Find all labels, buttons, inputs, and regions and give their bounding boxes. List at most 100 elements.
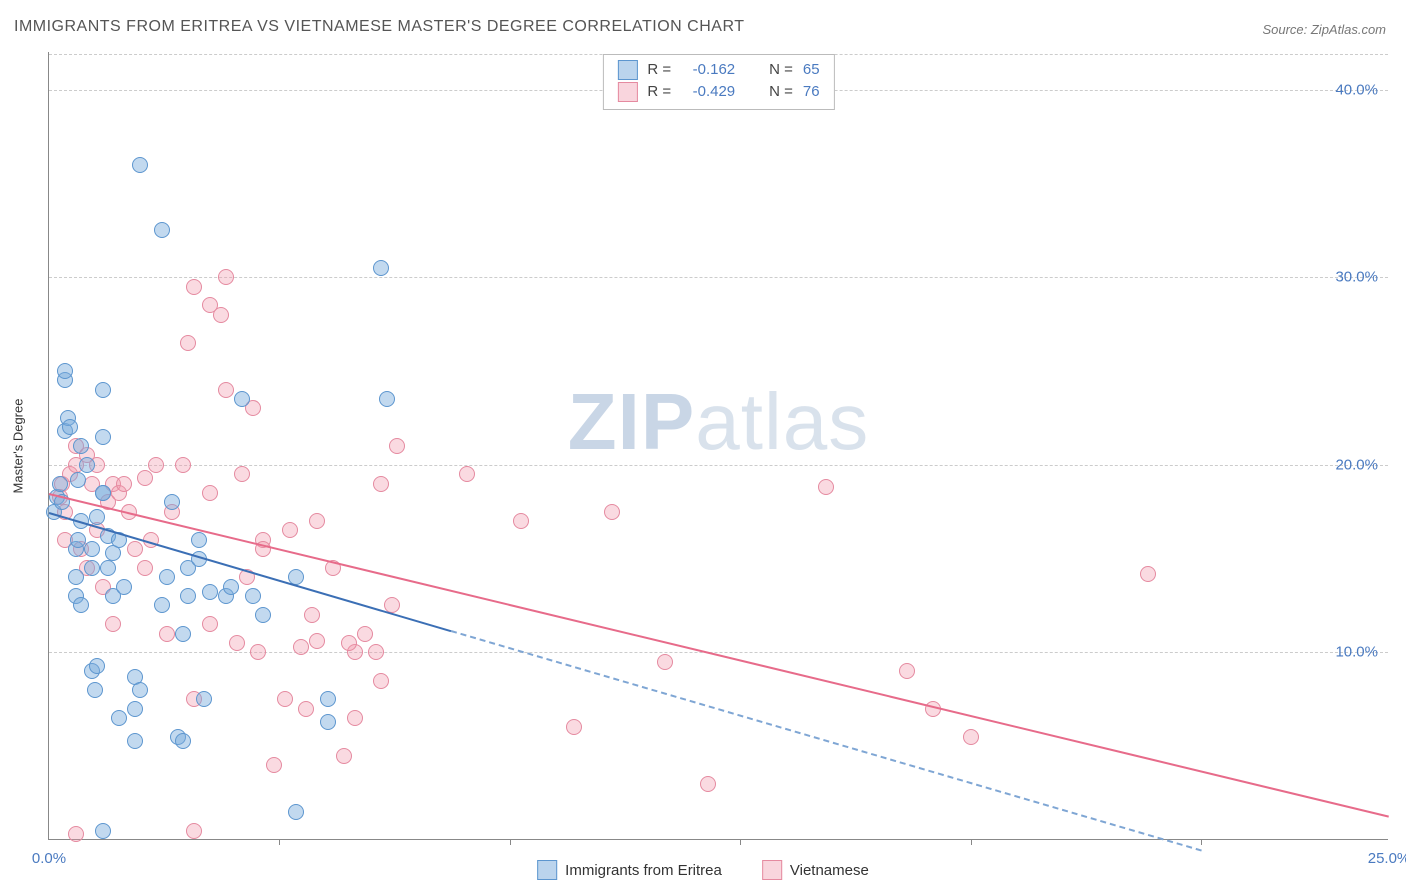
point-vietnamese [373,476,389,492]
gridline [49,465,1388,466]
point-eritrea [127,733,143,749]
r-value: -0.429 [681,81,735,103]
legend-row: R = -0.162 N = 65 [617,59,819,81]
point-eritrea [320,714,336,730]
y-tick-label: 20.0% [1335,456,1378,473]
point-eritrea [87,682,103,698]
point-eritrea [89,509,105,525]
y-axis-label: Master's Degree [11,399,26,494]
point-eritrea [245,588,261,604]
point-eritrea [180,588,196,604]
point-vietnamese [604,504,620,520]
legend-swatch [762,860,782,880]
point-vietnamese [137,560,153,576]
point-vietnamese [293,639,309,655]
point-vietnamese [218,382,234,398]
point-eritrea [62,419,78,435]
point-vietnamese [899,663,915,679]
n-label: N = [769,59,793,81]
point-vietnamese [513,513,529,529]
y-tick-label: 30.0% [1335,269,1378,286]
point-vietnamese [818,479,834,495]
point-eritrea [223,579,239,595]
gridline [49,277,1388,278]
point-eritrea [100,560,116,576]
point-eritrea [95,382,111,398]
point-vietnamese [657,654,673,670]
point-eritrea [89,658,105,674]
point-eritrea [288,804,304,820]
point-eritrea [73,438,89,454]
chart-title: IMMIGRANTS FROM ERITREA VS VIETNAMESE MA… [14,18,745,36]
x-tick-mark [510,839,511,845]
point-eritrea [84,541,100,557]
point-vietnamese [341,635,357,651]
point-vietnamese [180,335,196,351]
point-eritrea [159,569,175,585]
plot-area: ZIPatlas R =-0.162N =65R =-0.429N =76 10… [48,52,1388,840]
point-vietnamese [336,748,352,764]
point-vietnamese [105,616,121,632]
point-eritrea [234,391,250,407]
point-eritrea [164,494,180,510]
source-credit: Source: ZipAtlas.com [1262,22,1386,37]
legend-swatch [617,82,637,102]
point-vietnamese [1140,566,1156,582]
x-tick-mark [1201,839,1202,845]
point-eritrea [52,476,68,492]
point-eritrea [95,485,111,501]
point-eritrea [68,569,84,585]
point-eritrea [191,532,207,548]
point-vietnamese [116,476,132,492]
point-vietnamese [250,644,266,660]
point-vietnamese [218,269,234,285]
point-eritrea [116,579,132,595]
point-vietnamese [373,673,389,689]
correlation-legend: R = -0.162 N = 65R = -0.429 N = 76 [602,54,834,110]
x-tick-label: 25.0% [1368,850,1406,867]
legend-item: Immigrants from Eritrea [537,860,722,880]
r-label: R = [647,81,671,103]
point-vietnamese [229,635,245,651]
point-eritrea [379,391,395,407]
point-vietnamese [304,607,320,623]
point-vietnamese [309,513,325,529]
legend-row: R =-0.429N =76 [617,81,819,103]
point-vietnamese [175,457,191,473]
r-label: R = [647,59,671,81]
r-value: -0.162 [681,59,735,81]
point-vietnamese [234,466,250,482]
point-eritrea [320,691,336,707]
x-tick-mark [279,839,280,845]
point-vietnamese [202,485,218,501]
point-eritrea [154,597,170,613]
point-eritrea [70,472,86,488]
point-vietnamese [309,633,325,649]
point-eritrea [95,823,111,839]
point-eritrea [79,457,95,473]
point-vietnamese [186,279,202,295]
point-vietnamese [68,826,84,842]
point-vietnamese [159,626,175,642]
point-eritrea [373,260,389,276]
point-vietnamese [137,470,153,486]
point-vietnamese [277,691,293,707]
point-eritrea [57,363,73,379]
point-eritrea [111,710,127,726]
n-value: 65 [803,59,820,81]
point-vietnamese [389,438,405,454]
n-value: 76 [803,81,820,103]
x-tick-label: 0.0% [32,850,66,867]
point-eritrea [84,560,100,576]
point-vietnamese [298,701,314,717]
point-vietnamese [566,719,582,735]
point-vietnamese [202,616,218,632]
point-vietnamese [266,757,282,773]
point-eritrea [202,584,218,600]
point-eritrea [154,222,170,238]
point-eritrea [73,597,89,613]
y-tick-label: 40.0% [1335,81,1378,98]
point-vietnamese [459,466,475,482]
legend-item: Vietnamese [762,860,869,880]
point-vietnamese [963,729,979,745]
